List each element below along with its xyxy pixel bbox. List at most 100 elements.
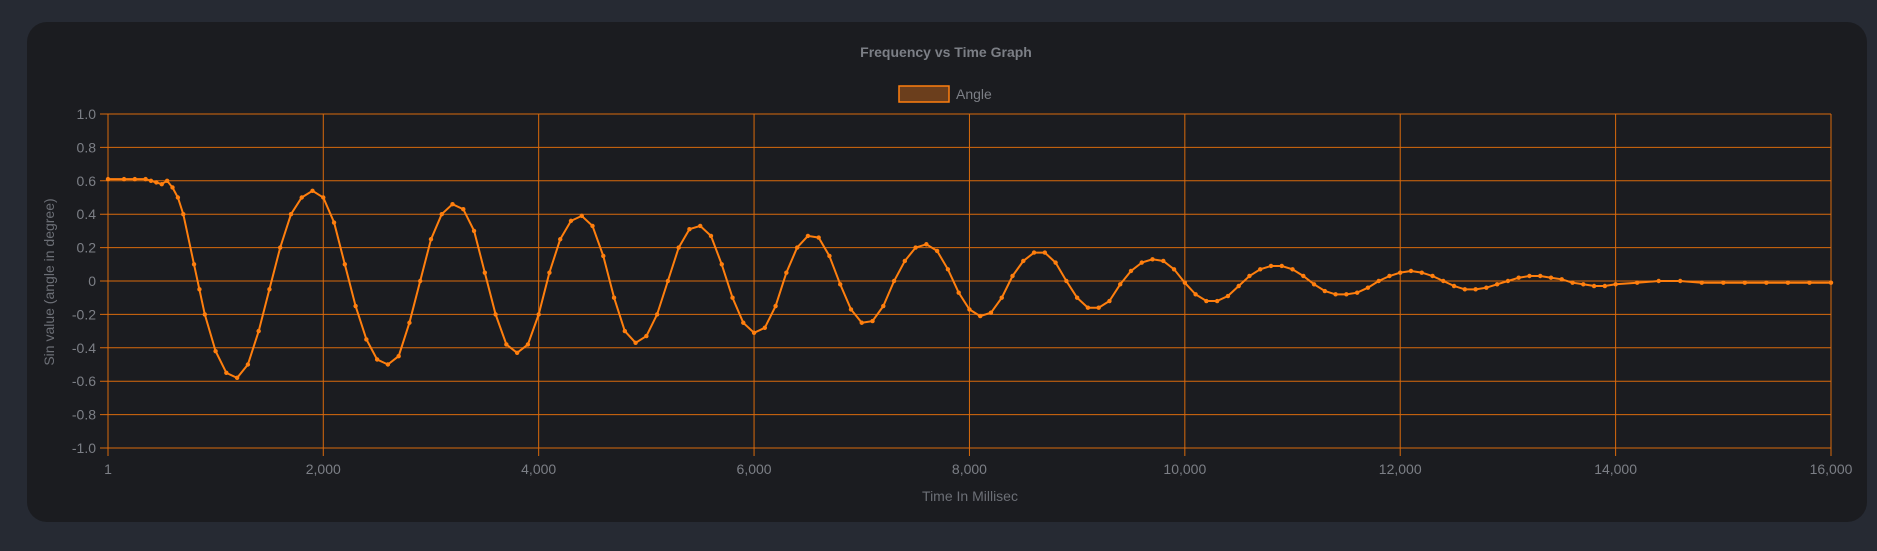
data-point	[234, 375, 240, 381]
data-point	[418, 278, 423, 284]
y-tick-label: -0.2	[72, 306, 96, 322]
data-point	[1290, 267, 1295, 272]
data-point	[601, 253, 606, 259]
data-point	[471, 228, 477, 234]
data-point	[633, 340, 638, 345]
data-point	[224, 370, 229, 376]
y-tick-label: -0.4	[72, 340, 96, 356]
data-point	[698, 223, 703, 229]
data-point	[374, 357, 380, 362]
data-point	[881, 303, 886, 309]
data-point	[794, 245, 800, 250]
data-point	[1301, 273, 1306, 279]
x-tick-label: 2,000	[306, 461, 341, 477]
data-point	[1441, 278, 1446, 284]
data-point	[579, 213, 584, 219]
data-point	[1828, 280, 1834, 285]
data-point	[143, 176, 148, 182]
data-point	[902, 258, 908, 264]
data-point	[164, 178, 170, 183]
data-point	[1053, 260, 1058, 265]
data-point	[1678, 278, 1683, 284]
data-point	[1010, 273, 1015, 279]
y-tick-label: 0.2	[77, 240, 97, 256]
data-point	[1699, 280, 1704, 285]
data-point	[364, 337, 369, 342]
data-point	[536, 312, 541, 317]
data-point	[999, 295, 1004, 300]
y-tick-label: 0.4	[77, 206, 97, 222]
x-tick-label: 10,000	[1163, 461, 1206, 477]
data-point	[1376, 278, 1381, 284]
data-point	[482, 270, 488, 275]
data-point	[504, 342, 509, 347]
x-axis-label: Time In Millisec	[922, 488, 1018, 504]
legend-swatch-angle[interactable]	[898, 85, 950, 103]
grid	[100, 113, 1832, 456]
data-point	[1031, 250, 1037, 255]
data-point	[1656, 278, 1661, 284]
data-point	[568, 218, 574, 224]
data-point	[197, 287, 202, 292]
data-point	[148, 178, 154, 183]
data-point	[773, 303, 778, 309]
data-point	[622, 328, 628, 334]
data-point	[461, 206, 466, 212]
legend[interactable]: Angle	[898, 85, 992, 103]
data-point	[1484, 285, 1489, 290]
data-point	[751, 330, 757, 335]
x-tick-label: 14,000	[1594, 461, 1637, 477]
data-point	[1527, 273, 1532, 279]
data-point	[1570, 280, 1575, 285]
data-point	[1764, 280, 1769, 285]
data-point	[1150, 257, 1155, 262]
data-point	[1074, 295, 1080, 300]
x-tick-label: 8,000	[952, 461, 987, 477]
chart-card	[27, 22, 1867, 522]
data-point	[1322, 288, 1328, 294]
data-point	[1236, 283, 1241, 289]
data-point	[159, 181, 164, 187]
data-point	[1365, 285, 1371, 290]
data-point	[1096, 305, 1101, 310]
data-point	[945, 267, 951, 272]
data-point	[1128, 268, 1134, 274]
data-point	[827, 253, 832, 259]
data-point	[611, 295, 617, 300]
data-point	[1333, 292, 1338, 297]
data-point	[644, 333, 649, 339]
data-point	[170, 185, 175, 190]
legend-label-angle: Angle	[956, 86, 992, 102]
data-point	[687, 227, 692, 232]
data-point	[547, 270, 552, 275]
x-tick-label: 1	[104, 461, 112, 477]
data-point	[1451, 283, 1457, 289]
data-point	[396, 353, 401, 359]
data-point	[1354, 290, 1360, 295]
data-point	[121, 176, 127, 182]
data-point	[1182, 280, 1188, 285]
data-point	[514, 350, 520, 356]
data-point	[1494, 282, 1500, 287]
data-point	[439, 212, 444, 217]
data-point	[1462, 287, 1468, 292]
chart-title: Frequency vs Time Graph	[860, 44, 1032, 60]
data-point	[288, 212, 294, 217]
data-point	[924, 242, 929, 247]
series-points-angle	[105, 176, 1834, 381]
data-point	[590, 223, 595, 229]
data-point	[934, 248, 940, 254]
x-tick-label: 16,000	[1810, 461, 1853, 477]
data-point	[385, 362, 391, 367]
data-point	[913, 245, 918, 250]
data-point	[978, 313, 983, 319]
data-point	[1193, 292, 1198, 297]
data-point	[708, 233, 714, 239]
data-point	[1258, 267, 1263, 272]
data-point	[558, 237, 563, 242]
data-point	[730, 295, 735, 300]
x-tick-label: 6,000	[737, 461, 772, 477]
data-point	[1085, 305, 1091, 310]
data-point	[407, 320, 412, 325]
data-point	[1721, 280, 1726, 285]
